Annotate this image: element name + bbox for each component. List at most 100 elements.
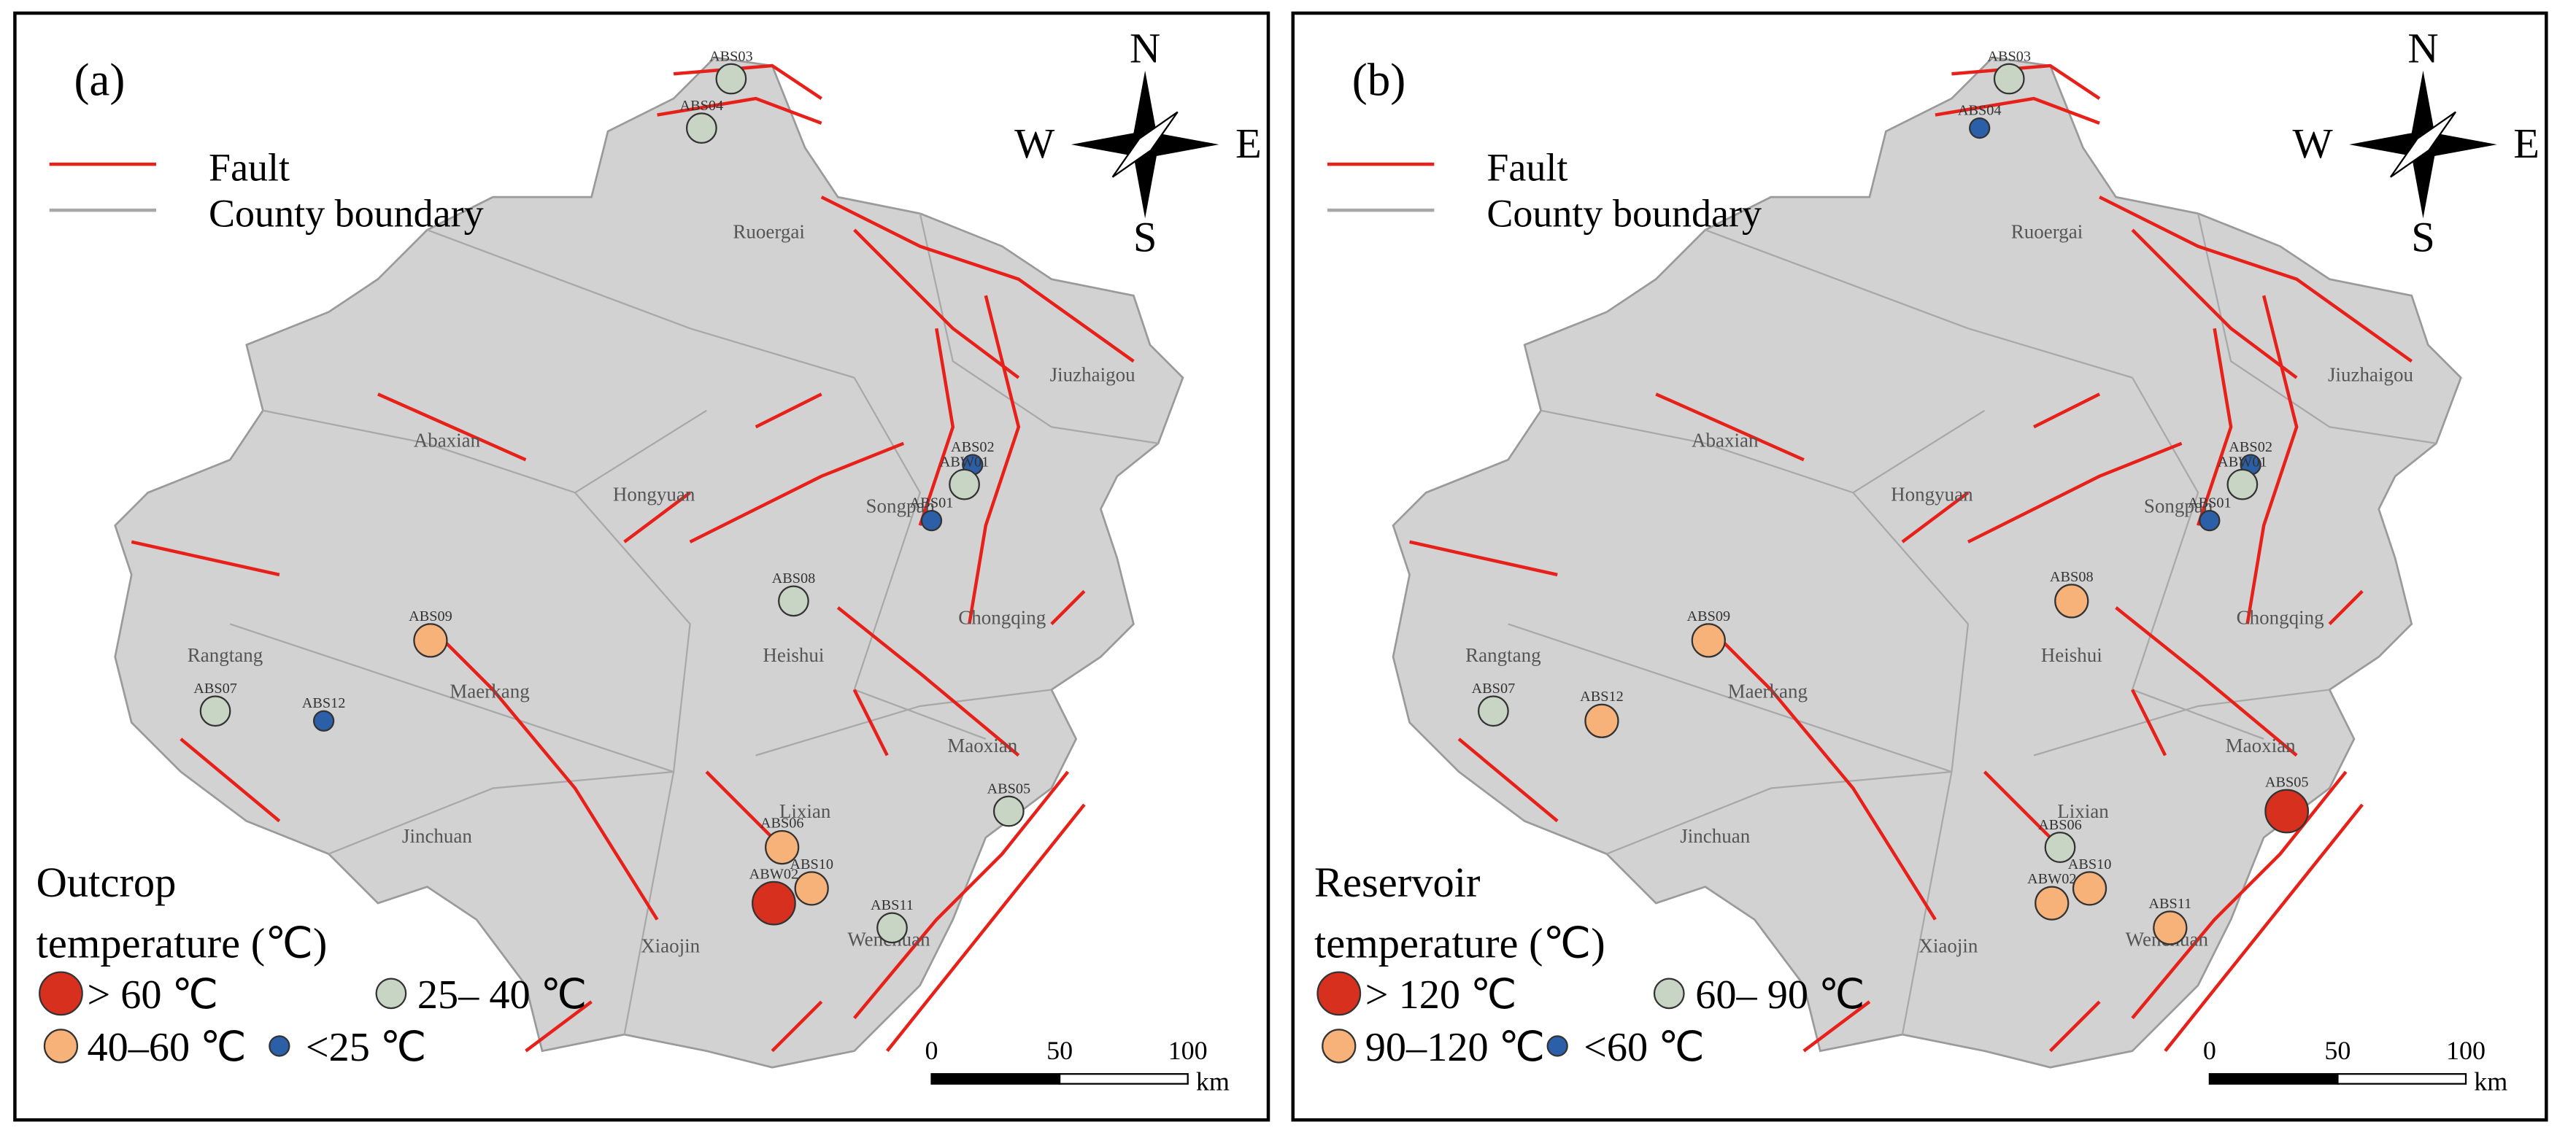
- fault: [2099, 196, 2413, 363]
- compass-letter: W: [2292, 120, 2333, 167]
- station-label: ABS11: [2148, 896, 2191, 912]
- county-boundary: [2033, 689, 2330, 756]
- class-marker: [1322, 1029, 1357, 1064]
- county-boundary: [2197, 213, 2437, 444]
- compass-letter: W: [1014, 120, 1055, 167]
- county-boundary: [1705, 229, 2133, 379]
- station-label: ABS08: [2050, 569, 2094, 585]
- station-label: ABS07: [1472, 681, 1516, 697]
- legend-label: County boundary: [209, 192, 484, 236]
- place-name: Chongqing: [2237, 606, 2324, 628]
- scale-unit: km: [2474, 1067, 2507, 1096]
- scale-unit: km: [1196, 1067, 1230, 1096]
- county-boundary: [919, 213, 1159, 444]
- station-marker: [752, 880, 796, 926]
- compass-letter: S: [2411, 213, 2435, 260]
- fault: [2115, 606, 2298, 757]
- place-name: Songpan: [2144, 495, 2213, 516]
- class-marker: [375, 978, 407, 1010]
- scale-bar-segment: [1058, 1073, 1189, 1085]
- fault: [1409, 540, 1558, 577]
- station-label: ABW02: [2027, 871, 2076, 887]
- station-marker: [2226, 468, 2259, 500]
- fault: [836, 606, 1020, 757]
- station-marker: [1478, 695, 1509, 727]
- station-marker: [2044, 832, 2076, 863]
- fault: [2131, 689, 2167, 756]
- place-name: Ruoergai: [733, 220, 804, 242]
- fault: [2131, 770, 2348, 1020]
- class-label: 90–120 ℃: [1365, 1025, 1545, 1070]
- scale-tick-label: 50: [2324, 1036, 2351, 1065]
- scale-tick-label: 0: [925, 1036, 938, 1065]
- station-marker: [876, 912, 908, 944]
- station-marker: [1691, 623, 1726, 658]
- fault: [2328, 589, 2364, 626]
- place-name: Ruoergai: [2011, 220, 2083, 242]
- legend-label: Fault: [1486, 146, 1567, 190]
- scale-tick-label: 50: [1046, 1036, 1073, 1065]
- county-boundary: [2131, 377, 2264, 740]
- fault: [377, 392, 527, 462]
- compass-star: [2390, 111, 2456, 178]
- class-title: temperature (℃): [36, 919, 328, 967]
- class-title: Outcrop: [36, 859, 177, 906]
- place-name: Songpan: [865, 495, 935, 516]
- compass-star: [1111, 111, 1179, 178]
- class-marker: [39, 971, 83, 1016]
- station-marker: [778, 585, 809, 617]
- station-marker: [1969, 117, 1991, 139]
- fault: [2164, 803, 2364, 1053]
- station-label: ABS08: [772, 570, 816, 587]
- station-label: ABS05: [2265, 774, 2309, 790]
- class-marker: [43, 1029, 79, 1064]
- station-marker: [794, 871, 829, 906]
- station-marker: [1584, 703, 1619, 738]
- place-name: Lixian: [2057, 800, 2109, 822]
- scale-tick-label: 0: [2203, 1036, 2216, 1065]
- class-label: <60 ℃: [1584, 1025, 1704, 1070]
- county-boundary: [427, 229, 855, 379]
- class-marker: [1546, 1035, 1568, 1057]
- fault: [771, 1000, 823, 1053]
- scale-bar-segment: [930, 1073, 1061, 1085]
- fault: [525, 1000, 593, 1053]
- station-marker: [1993, 63, 2025, 95]
- place-name: Rangtang: [1465, 644, 1540, 666]
- station-marker: [715, 63, 747, 95]
- county-boundary: [263, 409, 707, 494]
- class-marker: [1316, 971, 1362, 1016]
- county-boundary: [328, 770, 674, 855]
- county-boundary: [755, 689, 1052, 756]
- station-marker: [2054, 584, 2089, 619]
- station-marker: [2264, 789, 2310, 834]
- compass-letter: N: [1130, 25, 1160, 72]
- study-area: [1392, 56, 2462, 1069]
- place-name: Heishui: [763, 644, 824, 666]
- fault: [425, 622, 659, 921]
- place-name: Heishui: [2041, 644, 2102, 666]
- scale-tick-label: 100: [2446, 1036, 2486, 1065]
- place-name: Lixian: [779, 800, 831, 822]
- place-name: Chongqing: [958, 606, 1046, 628]
- county-boundary: [229, 623, 674, 773]
- place-name: Maoxian: [2226, 735, 2296, 756]
- place-name: Xiaojin: [1918, 935, 1978, 957]
- fault: [657, 96, 822, 125]
- place-name: Maerkang: [450, 681, 529, 702]
- place-name: Jinchuan: [402, 825, 472, 847]
- place-name: Xiaojin: [641, 935, 700, 957]
- place-name: Maerkang: [1728, 681, 1808, 702]
- station-label: ABS04: [680, 98, 724, 114]
- fault: [820, 196, 1135, 363]
- legend-label: Fault: [209, 146, 290, 190]
- station-marker: [949, 468, 980, 500]
- fault: [1901, 491, 1970, 543]
- place-name: Hongyuan: [1891, 484, 1973, 506]
- station-label: ABS11: [871, 897, 914, 913]
- county-boundary: [1852, 492, 1970, 1035]
- fault: [755, 392, 822, 429]
- scale-tick-label: 100: [1168, 1036, 1208, 1065]
